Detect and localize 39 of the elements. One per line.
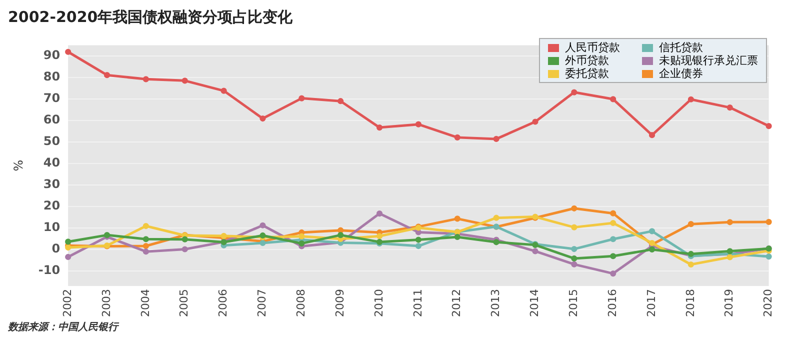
legend-label: 企业债券 bbox=[659, 67, 703, 80]
x-tick-label: 2012 bbox=[450, 289, 464, 318]
x-tick-label: 2015 bbox=[567, 289, 580, 318]
x-tick-label: 2011 bbox=[411, 289, 424, 318]
y-tick-label: 20 bbox=[43, 198, 60, 213]
source-note: 数据来源：中国人民银行 bbox=[8, 320, 120, 334]
x-tick-label: 2003 bbox=[100, 289, 113, 318]
y-tick-label: 70 bbox=[43, 91, 60, 106]
legend-label: 信托贷款 bbox=[659, 41, 703, 54]
x-tick-label: 2007 bbox=[256, 289, 269, 318]
x-tick-label: 2002 bbox=[60, 289, 74, 318]
y-tick-label: -10 bbox=[38, 263, 60, 278]
y-tick-label: 40 bbox=[43, 156, 60, 170]
y-tick-label: 90 bbox=[43, 48, 60, 62]
y-tick-label: 30 bbox=[43, 177, 60, 192]
x-tick-label: 2019 bbox=[722, 289, 736, 318]
y-tick-label: 60 bbox=[43, 112, 60, 127]
x-tick-label: 2017 bbox=[644, 289, 658, 318]
y-axis-title: % bbox=[11, 160, 26, 172]
chart-title: 2002-2020年我国债权融资分项占比变化 bbox=[8, 8, 294, 28]
y-tick-label: 0 bbox=[52, 242, 60, 256]
legend-label: 外币贷款 bbox=[565, 54, 609, 67]
legend-label: 未贴现银行承兑汇票 bbox=[659, 54, 758, 67]
x-tick-label: 2013 bbox=[489, 289, 502, 318]
legend-label: 委托贷款 bbox=[565, 67, 609, 80]
y-tick-label: 50 bbox=[43, 134, 60, 148]
y-tick-label: 10 bbox=[43, 220, 60, 234]
x-tick-label: 2008 bbox=[294, 289, 308, 318]
x-tick-label: 2020 bbox=[762, 289, 775, 318]
x-tick-label: 2010 bbox=[372, 289, 386, 318]
x-tick-label: 2009 bbox=[333, 289, 346, 318]
x-tick-label: 2018 bbox=[684, 289, 697, 318]
y-tick-label: 80 bbox=[43, 70, 60, 84]
x-tick-label: 2016 bbox=[606, 289, 619, 318]
x-tick-label: 2014 bbox=[528, 289, 542, 318]
x-tick-label: 2006 bbox=[216, 289, 230, 318]
x-tick-label: 2005 bbox=[178, 289, 191, 318]
x-tick-label: 2004 bbox=[138, 289, 152, 318]
legend-label: 人民币贷款 bbox=[565, 41, 620, 54]
